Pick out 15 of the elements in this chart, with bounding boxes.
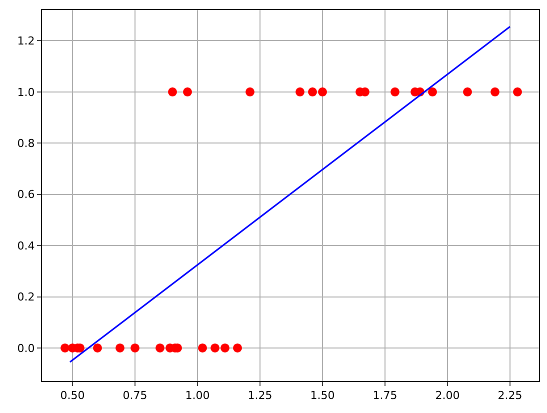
x-tick-label: 0.50 — [60, 389, 85, 402]
x-tick-label: 1.25 — [248, 389, 272, 402]
y-tick-label: 0.0 — [17, 342, 35, 355]
y-tick-label: 1.0 — [17, 86, 35, 99]
x-tick-label: 0.75 — [122, 389, 148, 402]
y-tick-label: 0.4 — [17, 239, 35, 252]
y-tick-label: 0.6 — [17, 188, 35, 202]
x-tick-label: 1.50 — [310, 389, 335, 402]
y-tick-label: 1.2 — [17, 34, 35, 48]
x-tick-label: 1.75 — [372, 389, 398, 402]
x-tick-label: 2.00 — [435, 389, 460, 402]
x-tick-label: 2.25 — [498, 389, 522, 402]
y-tick-label: 0.8 — [17, 136, 35, 150]
x-tick-label: 1.00 — [185, 389, 210, 402]
y-tick-label: 0.2 — [17, 290, 35, 304]
